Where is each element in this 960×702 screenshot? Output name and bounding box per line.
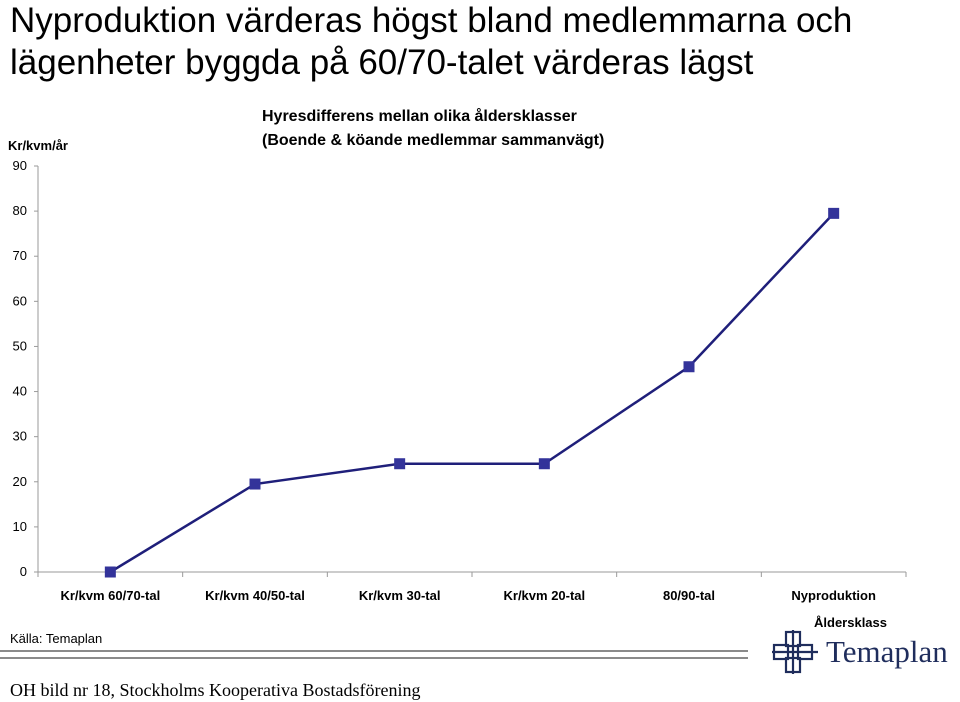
y-axis-label: Kr/kvm/år <box>8 138 68 153</box>
data-point <box>683 361 695 373</box>
footer-rule-bottom <box>0 657 748 659</box>
x-tick-label: Kr/kvm 40/50-tal <box>205 588 305 603</box>
chart-title: Hyresdifferens mellan olika åldersklasse… <box>262 108 577 125</box>
chart-title-block: Hyresdifferens mellan olika åldersklasse… <box>262 105 604 153</box>
y-tick-label: 80 <box>13 203 27 218</box>
headline-line-2: lägenheter byggda på 60/70-talet värdera… <box>10 43 754 82</box>
y-tick-label: 40 <box>13 384 27 399</box>
series-line <box>109 212 835 574</box>
y-tick-label: 20 <box>13 474 27 489</box>
y-tick-label: 90 <box>13 158 27 173</box>
x-tick-label: 80/90-tal <box>663 588 715 603</box>
x-tick-label: Kr/kvm 30-tal <box>359 588 441 603</box>
x-tick-label: Kr/kvm 20-tal <box>504 588 586 603</box>
temaplan-logo-icon <box>772 630 818 674</box>
logo-wordmark: Temaplan <box>826 634 948 669</box>
y-tick-label: 60 <box>13 293 27 308</box>
footer-caption: OH bild nr 18, Stockholms Kooperativa Bo… <box>10 680 421 700</box>
data-point <box>538 458 550 470</box>
page-headline: Nyproduktion värderas högst bland medlem… <box>10 0 950 84</box>
data-point <box>249 478 261 490</box>
source-note: Källa: Temaplan <box>10 631 103 646</box>
data-point <box>394 458 406 470</box>
y-tick-label: 70 <box>13 248 27 263</box>
x-tick-label: Kr/kvm 60/70-tal <box>60 588 160 603</box>
data-point <box>828 207 840 219</box>
chart-subtitle: (Boende & köande medlemmar sammanvägt) <box>262 132 605 149</box>
footer-rule-top <box>0 650 748 652</box>
y-tick-label: 50 <box>13 338 27 353</box>
y-tick-label: 30 <box>13 429 27 444</box>
x-tick-label: Nyproduktion <box>791 588 876 603</box>
data-point <box>104 566 116 578</box>
y-tick-label: 0 <box>20 564 27 579</box>
y-tick-label: 10 <box>13 519 27 534</box>
headline-line-1: Nyproduktion värderas högst bland medlem… <box>10 1 853 40</box>
x-axis-label: Åldersklass <box>814 615 887 630</box>
